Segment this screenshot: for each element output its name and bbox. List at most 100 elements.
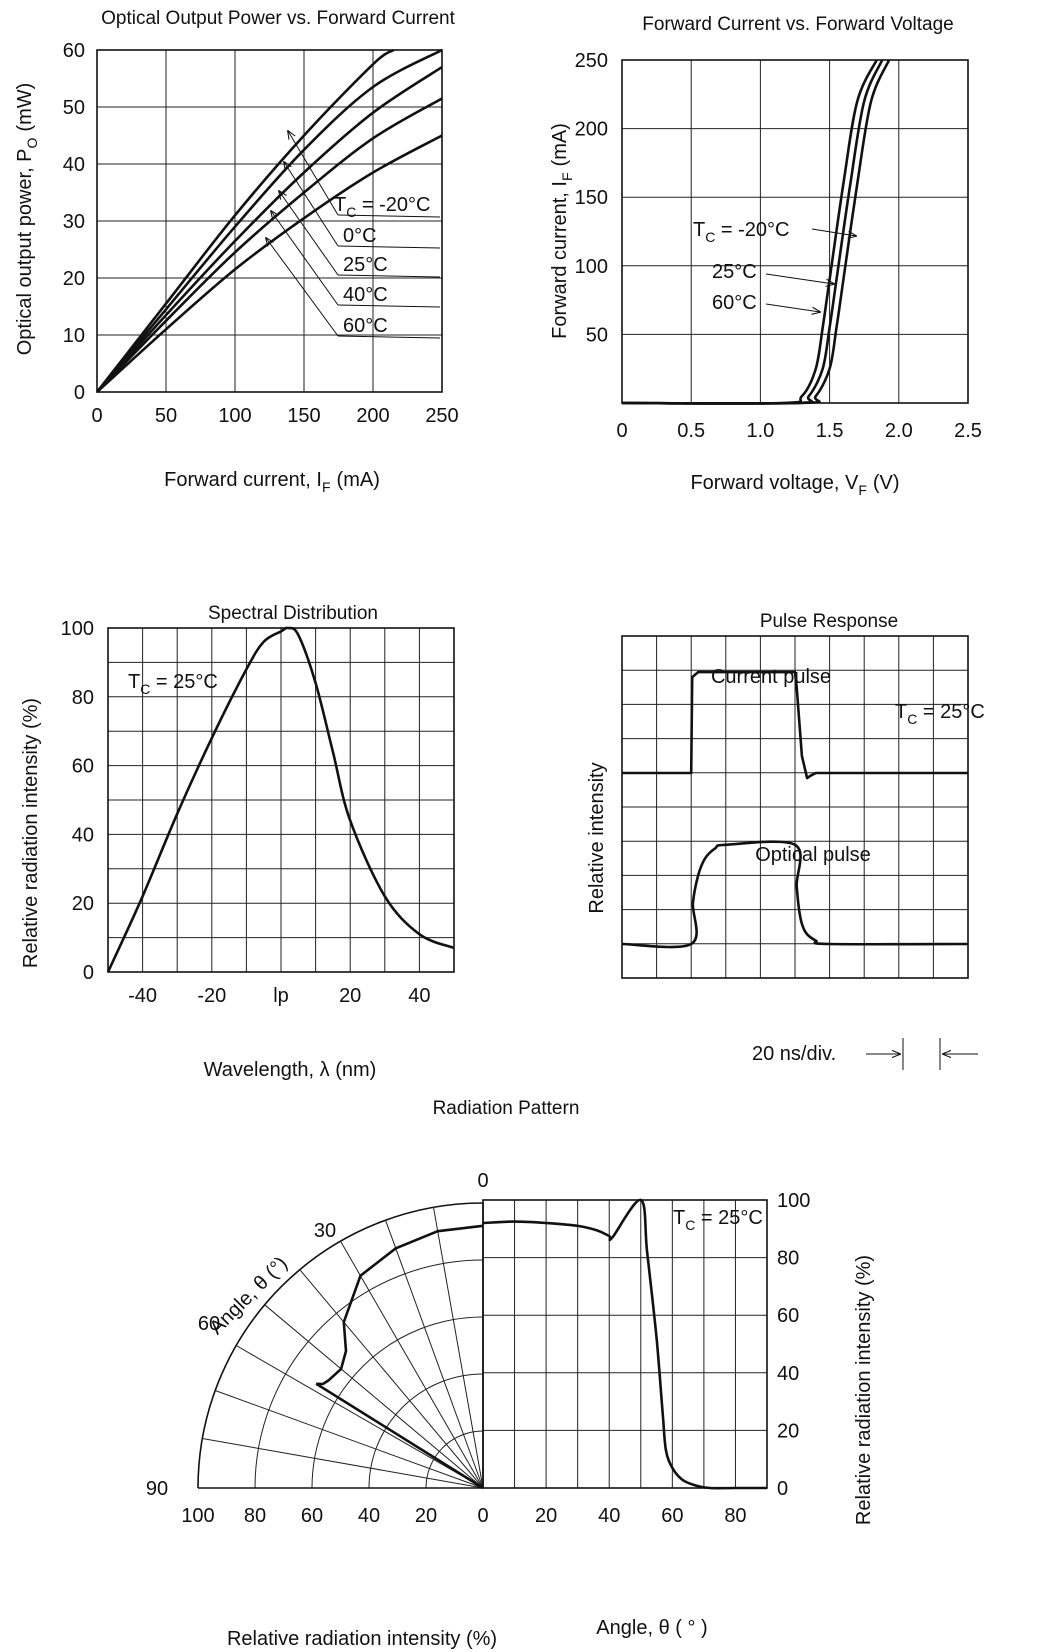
plot-frame (482, 1199, 768, 1489)
plot-grid (96, 49, 443, 393)
x-tick-label: lp (273, 985, 289, 1007)
callout-arrow (811, 228, 856, 236)
radius-tick-label: 60 (301, 1505, 323, 1527)
axis-ticks: -40 -20 lp 20 40 0 20 40 60 80 100 (61, 618, 431, 1007)
polar-angle-tick: 30 (314, 1220, 336, 1242)
plot-frame (621, 59, 969, 404)
x-tick-label: 2.0 (885, 420, 913, 442)
y-tick-label: 0 (74, 382, 85, 404)
x-axis-label: Wavelength, λ (nm) (204, 1059, 377, 1081)
chart-title: Spectral Distribution (208, 603, 378, 624)
polar-ring (425, 1430, 484, 1489)
chart-title: Radiation Pattern (433, 1098, 580, 1119)
polar-angle-tick: 90 (146, 1478, 168, 1500)
series-line-spectrum (106, 626, 455, 973)
y-tick-label: 40 (63, 154, 85, 176)
temperature-annotation: TC = 25°C (673, 1207, 763, 1233)
callout-arrow (266, 238, 339, 337)
chart-radiation-pattern: Radiation Pattern 0 30 60 90 100 80 60 40 20 0 20 4… (146, 1098, 875, 1650)
x-tick-label: 0 (91, 405, 102, 427)
y-axis-label: Relative radiation intensity (%) (20, 698, 42, 968)
y-tick-label: 100 (777, 1190, 810, 1212)
polar-ring (254, 1259, 484, 1489)
x-tick-label: 150 (287, 405, 320, 427)
y-tick-label: 60 (72, 756, 94, 778)
x-axis-label-right: Angle, θ ( ° ) (596, 1617, 707, 1639)
plot-frame (96, 49, 443, 393)
series-line-current-pulse (622, 670, 968, 780)
plot-series (621, 670, 969, 949)
y-axis-label: Forward current, IF(mA) (549, 123, 575, 339)
radius-tick-label: 20 (415, 1505, 437, 1527)
callout-underline (337, 245, 441, 249)
time-scale-label: 20 ns/div. (752, 1043, 836, 1065)
temperature-annotation: TC = 25°C (128, 671, 218, 697)
radius-tick-label: 0 (477, 1505, 488, 1527)
radius-tick-label: 100 (181, 1505, 214, 1527)
legend-label: 60°C (343, 315, 388, 337)
plot-grid (621, 59, 969, 404)
callout-underline (337, 335, 441, 339)
polar-spoke (235, 1345, 484, 1489)
x-tick-label: 60 (661, 1505, 683, 1527)
x-tick-label: 250 (425, 405, 458, 427)
polar-angle-tick: 60 (198, 1313, 220, 1335)
polar-ring (197, 1202, 484, 1489)
x-tick-label: 1.5 (816, 420, 844, 442)
callout-arrow (271, 211, 339, 306)
chart-optical-output-power: Optical Output Power vs. Forward Current… (14, 8, 459, 495)
plot-frame (107, 627, 455, 973)
y-axis-label-right: Relative radiation intensity (%) (853, 1255, 875, 1525)
series-line-25c (96, 66, 443, 393)
x-tick-label: 0 (616, 420, 627, 442)
axis-ticks: 0 0.5 1.0 1.5 2.0 2.5 50 100 150 200 250 (575, 50, 982, 442)
polar-spoke (264, 1304, 484, 1489)
x-tick-label: 100 (218, 405, 251, 427)
legend-callouts: TC = -20°C 0°C 25°C 40°C 60°C (266, 131, 441, 339)
legend-callouts: TC = -20°C 25°C 60°C (693, 219, 856, 314)
y-tick-label: 40 (777, 1363, 799, 1385)
chart-title: Forward Current vs. Forward Voltage (642, 14, 954, 35)
series-label-current: Current pulse (711, 666, 831, 688)
legend-label: TC = -20°C (334, 194, 430, 220)
y-tick-label: 10 (63, 325, 85, 347)
y-tick-label: 250 (575, 50, 608, 72)
plot-grid (107, 627, 455, 973)
series-line-polar-edge-thin (319, 1385, 484, 1489)
x-tick-label: 0.5 (677, 420, 705, 442)
radius-tick-label: 80 (244, 1505, 266, 1527)
radius-tick-label: 40 (358, 1505, 380, 1527)
polar-spoke (202, 1438, 484, 1489)
series-line-60c (621, 59, 878, 405)
polar-spoke (340, 1240, 484, 1489)
chart-title: Pulse Response (760, 611, 898, 632)
chart-title: Optical Output Power vs. Forward Current (101, 8, 455, 29)
series-line-polar (316, 1224, 484, 1386)
series-line--20c (95, 48, 395, 393)
time-scale-markers (866, 1038, 978, 1070)
polar-angle-tick: 0 (477, 1170, 488, 1192)
callout-underline (337, 214, 441, 218)
chart-pulse-response: Pulse Response Relative intensity Curren… (586, 611, 985, 1070)
x-tick-label: 200 (356, 405, 389, 427)
callout-arrow (765, 303, 820, 312)
polar-ring (368, 1373, 484, 1489)
y-axis-label: Relative intensity (586, 762, 608, 913)
series-label-optical: Optical pulse (755, 844, 871, 866)
x-axis-label: Forward voltage, VF (V) (690, 472, 899, 498)
y-tick-label: 80 (72, 687, 94, 709)
x-tick-label: 40 (408, 985, 430, 1007)
x-tick-label: -40 (128, 985, 157, 1007)
polar-spoke (385, 1220, 484, 1489)
x-tick-label: 20 (339, 985, 361, 1007)
y-tick-label: 100 (575, 256, 608, 278)
callout-arrow (765, 273, 834, 284)
callout-arrow (288, 131, 339, 216)
axis-ticks: 0 50 100 150 200 250 0 10 20 30 40 50 60 (63, 40, 459, 427)
legend-label: TC = -20°C (693, 219, 789, 245)
x-tick-label: 2.5 (954, 420, 982, 442)
polar-spoke (433, 1207, 484, 1489)
callout-underline (337, 274, 441, 278)
callout-underline (337, 304, 441, 308)
